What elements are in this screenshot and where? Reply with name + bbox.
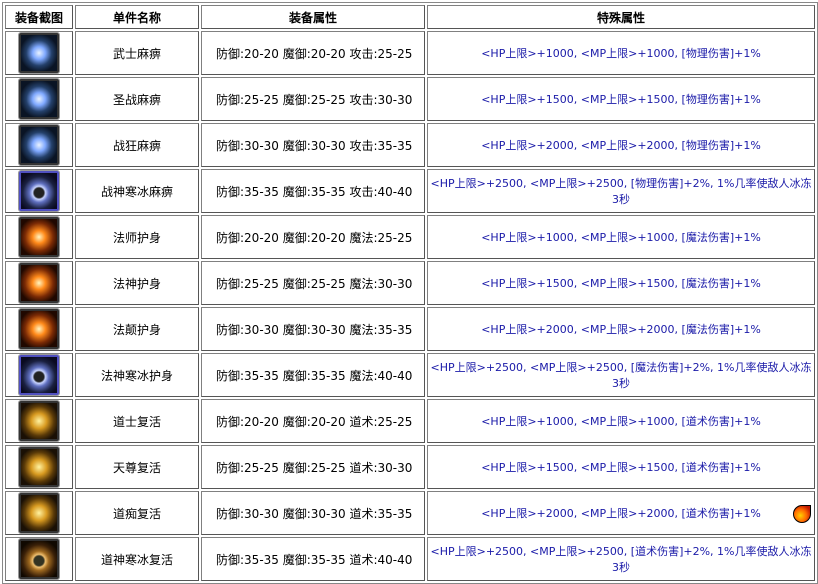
equipment-icon <box>19 309 59 349</box>
item-special-cell: <HP上限>+2000, <MP上限>+2000, [道术伤害]+1% <box>427 491 815 535</box>
item-attributes: 防御:20-20 魔御:20-20 道术:25-25 <box>201 399 425 443</box>
item-special: <HP上限>+1500, <MP上限>+1500, [物理伤害]+1% <box>481 93 761 106</box>
equipment-image-cell <box>5 399 73 443</box>
item-attributes: 防御:25-25 魔御:25-25 攻击:30-30 <box>201 77 425 121</box>
item-special: <HP上限>+1000, <MP上限>+1000, [道术伤害]+1% <box>481 415 761 428</box>
item-attributes: 防御:30-30 魔御:30-30 道术:35-35 <box>201 491 425 535</box>
item-name: 法神寒冰护身 <box>75 353 199 397</box>
item-name: 法颠护身 <box>75 307 199 351</box>
item-special-cell: <HP上限>+1500, <MP上限>+1500, [道术伤害]+1% <box>427 445 815 489</box>
equipment-image-cell <box>5 353 73 397</box>
table-row: 法颠护身 防御:30-30 魔御:30-30 魔法:35-35 <HP上限>+2… <box>5 307 815 351</box>
item-special: <HP上限>+2500, <MP上限>+2500, [魔法伤害]+2%, 1%几… <box>430 361 812 390</box>
equipment-image-cell <box>5 31 73 75</box>
item-special-cell: <HP上限>+1500, <MP上限>+1500, [魔法伤害]+1% <box>427 261 815 305</box>
header-screenshot: 装备截图 <box>5 5 73 29</box>
item-special: <HP上限>+2500, <MP上限>+2500, [物理伤害]+2%, 1%几… <box>430 177 812 206</box>
item-special: <HP上限>+2500, <MP上限>+2500, [道术伤害]+2%, 1%几… <box>430 545 812 574</box>
equipment-image-cell <box>5 261 73 305</box>
item-name: 战狂麻痹 <box>75 123 199 167</box>
item-attributes: 防御:30-30 魔御:30-30 攻击:35-35 <box>201 123 425 167</box>
table-row: 法师护身 防御:20-20 魔御:20-20 魔法:25-25 <HP上限>+1… <box>5 215 815 259</box>
equipment-icon <box>19 493 59 533</box>
item-special: <HP上限>+1500, <MP上限>+1500, [道术伤害]+1% <box>481 461 761 474</box>
equipment-image-cell <box>5 123 73 167</box>
item-name: 道神寒冰复活 <box>75 537 199 581</box>
item-special: <HP上限>+2000, <MP上限>+2000, [魔法伤害]+1% <box>481 323 761 336</box>
item-attributes: 防御:25-25 魔御:25-25 道术:30-30 <box>201 445 425 489</box>
equipment-image-cell <box>5 445 73 489</box>
item-name: 武士麻痹 <box>75 31 199 75</box>
table-row: 法神护身 防御:25-25 魔御:25-25 魔法:30-30 <HP上限>+1… <box>5 261 815 305</box>
item-attributes: 防御:30-30 魔御:30-30 魔法:35-35 <box>201 307 425 351</box>
table-row: 道神寒冰复活 防御:35-35 魔御:35-35 道术:40-40 <HP上限>… <box>5 537 815 581</box>
item-name: 天尊复活 <box>75 445 199 489</box>
equipment-image-cell <box>5 307 73 351</box>
header-special: 特殊属性 <box>427 5 815 29</box>
table-row: 道士复活 防御:20-20 魔御:20-20 道术:25-25 <HP上限>+1… <box>5 399 815 443</box>
item-special: <HP上限>+1000, <MP上限>+1000, [魔法伤害]+1% <box>481 231 761 244</box>
header-attributes: 装备属性 <box>201 5 425 29</box>
table-row: 圣战麻痹 防御:25-25 魔御:25-25 攻击:30-30 <HP上限>+1… <box>5 77 815 121</box>
item-name: 圣战麻痹 <box>75 77 199 121</box>
item-name: 道士复活 <box>75 399 199 443</box>
table-row: 法神寒冰护身 防御:35-35 魔御:35-35 魔法:40-40 <HP上限>… <box>5 353 815 397</box>
item-name: 法神护身 <box>75 261 199 305</box>
header-name: 单件名称 <box>75 5 199 29</box>
item-name: 法师护身 <box>75 215 199 259</box>
equipment-icon <box>19 355 59 395</box>
item-special-cell: <HP上限>+1500, <MP上限>+1500, [物理伤害]+1% <box>427 77 815 121</box>
table-row: 天尊复活 防御:25-25 魔御:25-25 道术:30-30 <HP上限>+1… <box>5 445 815 489</box>
equipment-icon <box>19 447 59 487</box>
equipment-image-cell <box>5 77 73 121</box>
table-row: 道痴复活 防御:30-30 魔御:30-30 道术:35-35 <HP上限>+2… <box>5 491 815 535</box>
equipment-icon <box>19 263 59 303</box>
item-special: <HP上限>+2000, <MP上限>+2000, [道术伤害]+1% <box>481 507 761 520</box>
equipment-icon <box>19 401 59 441</box>
equipment-icon <box>19 125 59 165</box>
item-special-cell: <HP上限>+2500, <MP上限>+2500, [物理伤害]+2%, 1%几… <box>427 169 815 213</box>
equipment-image-cell <box>5 491 73 535</box>
item-special-cell: <HP上限>+1000, <MP上限>+1000, [魔法伤害]+1% <box>427 215 815 259</box>
equipment-icon <box>19 217 59 257</box>
equipment-image-cell <box>5 537 73 581</box>
item-attributes: 防御:35-35 魔御:35-35 攻击:40-40 <box>201 169 425 213</box>
item-special-cell: <HP上限>+2500, <MP上限>+2500, [魔法伤害]+2%, 1%几… <box>427 353 815 397</box>
item-special-cell: <HP上限>+2000, <MP上限>+2000, [物理伤害]+1% <box>427 123 815 167</box>
item-special-cell: <HP上限>+2000, <MP上限>+2000, [魔法伤害]+1% <box>427 307 815 351</box>
item-attributes: 防御:35-35 魔御:35-35 道术:40-40 <box>201 537 425 581</box>
item-attributes: 防御:20-20 魔御:20-20 攻击:25-25 <box>201 31 425 75</box>
item-attributes: 防御:25-25 魔御:25-25 魔法:30-30 <box>201 261 425 305</box>
item-special: <HP上限>+2000, <MP上限>+2000, [物理伤害]+1% <box>481 139 761 152</box>
item-name: 道痴复活 <box>75 491 199 535</box>
item-name: 战神寒冰麻痹 <box>75 169 199 213</box>
equipment-icon <box>19 539 59 579</box>
item-special-cell: <HP上限>+1000, <MP上限>+1000, [道术伤害]+1% <box>427 399 815 443</box>
item-special-cell: <HP上限>+2500, <MP上限>+2500, [道术伤害]+2%, 1%几… <box>427 537 815 581</box>
item-special-cell: <HP上限>+1000, <MP上限>+1000, [物理伤害]+1% <box>427 31 815 75</box>
table-row: 武士麻痹 防御:20-20 魔御:20-20 攻击:25-25 <HP上限>+1… <box>5 31 815 75</box>
item-special: <HP上限>+1500, <MP上限>+1500, [魔法伤害]+1% <box>481 277 761 290</box>
equipment-image-cell <box>5 169 73 213</box>
item-attributes: 防御:35-35 魔御:35-35 魔法:40-40 <box>201 353 425 397</box>
table-row: 战神寒冰麻痹 防御:35-35 魔御:35-35 攻击:40-40 <HP上限>… <box>5 169 815 213</box>
watermark-logo <box>793 505 811 523</box>
item-special: <HP上限>+1000, <MP上限>+1000, [物理伤害]+1% <box>481 47 761 60</box>
equipment-icon <box>19 79 59 119</box>
equipment-image-cell <box>5 215 73 259</box>
equipment-icon <box>19 33 59 73</box>
table-row: 战狂麻痹 防御:30-30 魔御:30-30 攻击:35-35 <HP上限>+2… <box>5 123 815 167</box>
equipment-icon <box>19 171 59 211</box>
item-attributes: 防御:20-20 魔御:20-20 魔法:25-25 <box>201 215 425 259</box>
